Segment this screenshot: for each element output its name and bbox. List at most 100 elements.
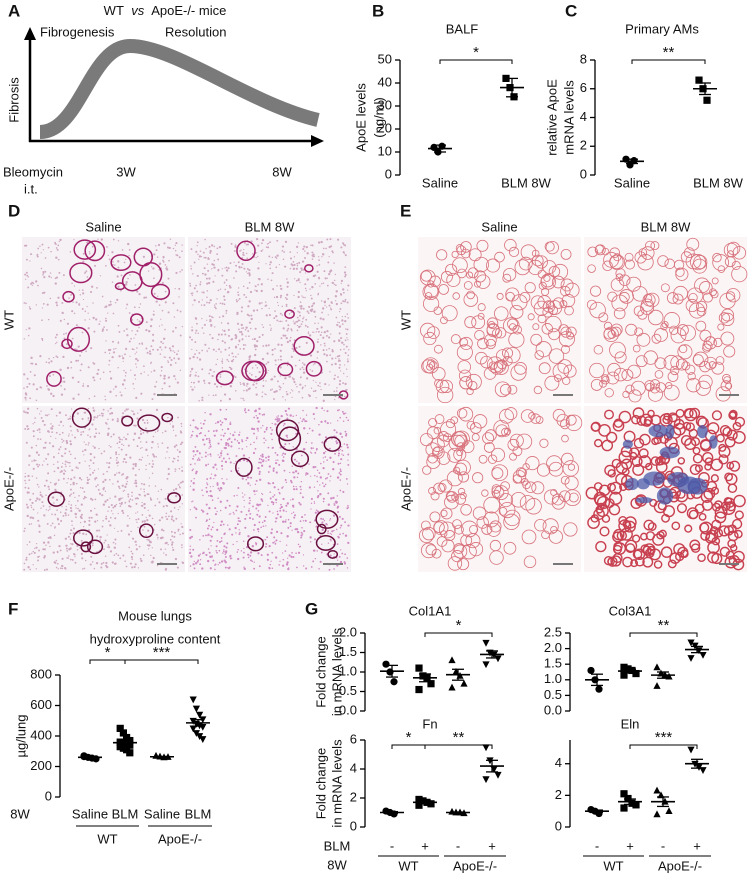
tissue-dot	[93, 395, 96, 398]
significance-bracket	[424, 744, 493, 749]
tissue-dot	[173, 316, 176, 318]
tissue-dot	[320, 462, 322, 465]
tissue-dot	[287, 557, 289, 559]
data-point	[653, 786, 661, 794]
alveolus	[482, 432, 495, 445]
alveolus	[707, 422, 720, 435]
tissue-dot	[324, 304, 326, 307]
tissue-dot	[323, 485, 326, 488]
tissue-dot	[162, 529, 165, 532]
tissue-dot	[64, 463, 67, 466]
tissue-dot	[342, 288, 345, 291]
alveolus	[457, 558, 470, 571]
tissue-dot	[334, 295, 338, 298]
tissue-dot	[94, 428, 97, 430]
tissue-dot	[243, 409, 246, 412]
alveolus	[484, 429, 497, 442]
tissue-dot	[298, 261, 301, 264]
alveolus	[451, 493, 460, 502]
alveolus	[438, 284, 449, 295]
alveolus	[439, 379, 454, 394]
tissue-dot	[269, 497, 272, 500]
tissue-dot	[57, 479, 60, 481]
tissue-dot	[274, 418, 277, 421]
tissue-dot	[321, 253, 325, 256]
tissue-dot	[206, 290, 209, 292]
tissue-dot	[204, 451, 207, 454]
tissue-dot	[260, 498, 263, 501]
tissue-dot	[63, 318, 66, 321]
alveolus	[550, 488, 558, 496]
alveolus	[565, 414, 583, 432]
alveolus	[519, 495, 536, 511]
tissue-dot	[36, 253, 39, 256]
tissue-dot	[54, 513, 57, 516]
tissue-dot	[227, 444, 230, 447]
tissue-dot	[340, 282, 342, 284]
tissue-dot	[272, 482, 275, 485]
x-tick-label: BLM	[112, 806, 139, 821]
tissue-dot	[155, 245, 157, 247]
tissue-dot	[201, 299, 203, 301]
tissue-dot	[288, 442, 291, 445]
tissue-dot	[132, 467, 135, 470]
tissue-dot	[62, 274, 65, 277]
tissue-dot	[82, 532, 85, 535]
tissue-dot	[333, 377, 336, 380]
data-point	[482, 639, 490, 647]
tissue-dot	[316, 327, 319, 330]
tissue-dot	[134, 479, 137, 482]
tissue-dot	[24, 396, 27, 399]
alveolus	[594, 244, 606, 256]
tissue-dot	[213, 304, 216, 306]
alveolus	[663, 354, 680, 371]
tissue-dot	[138, 320, 141, 323]
tissue-dot	[324, 344, 326, 347]
tissue-dot	[257, 552, 260, 555]
alveolus	[589, 362, 605, 379]
alveolus	[650, 241, 660, 251]
tissue-dot	[42, 271, 45, 273]
tissue-dot	[166, 451, 168, 453]
tissue-dot	[39, 431, 41, 433]
alveolus	[439, 479, 453, 493]
tissue-dot	[120, 394, 123, 397]
tissue-dot	[57, 568, 59, 570]
tissue-dot	[309, 451, 312, 453]
tissue-dot	[235, 532, 237, 534]
tissue-dot	[278, 320, 280, 322]
tissue-dot	[175, 444, 178, 447]
tissue-dot	[199, 539, 201, 541]
tissue-dot	[116, 480, 119, 483]
tissue-dot	[279, 507, 282, 510]
tissue-dot	[119, 438, 122, 441]
tissue-dot	[47, 536, 50, 539]
tissue-dot	[135, 512, 137, 514]
tissue-dot	[70, 478, 73, 481]
tissue-dot	[309, 369, 311, 371]
tissue-dot	[102, 473, 105, 476]
tissue-dot	[148, 463, 151, 465]
tissue-dot	[189, 282, 191, 285]
tissue-dot	[121, 383, 125, 386]
alveolus	[653, 560, 663, 569]
tissue-dot	[48, 361, 51, 364]
tissue-dot	[48, 357, 50, 360]
x-tick-label: -	[390, 838, 394, 853]
tissue-dot	[71, 469, 74, 472]
alveolus	[498, 507, 508, 516]
alveolus	[455, 493, 467, 505]
tissue-dot	[178, 287, 181, 290]
tissue-dot	[167, 492, 170, 495]
tissue-dot	[189, 545, 192, 547]
tissue-dot	[124, 438, 128, 441]
tissue-dot	[77, 467, 79, 470]
tissue-dot	[160, 370, 163, 372]
tissue-dot	[167, 416, 169, 419]
tissue-dot	[242, 556, 245, 559]
tissue-dot	[264, 516, 267, 518]
tissue-dot	[206, 483, 209, 486]
tissue-dot	[293, 476, 296, 479]
tissue-dot	[191, 292, 194, 294]
tissue-dot	[335, 431, 338, 434]
